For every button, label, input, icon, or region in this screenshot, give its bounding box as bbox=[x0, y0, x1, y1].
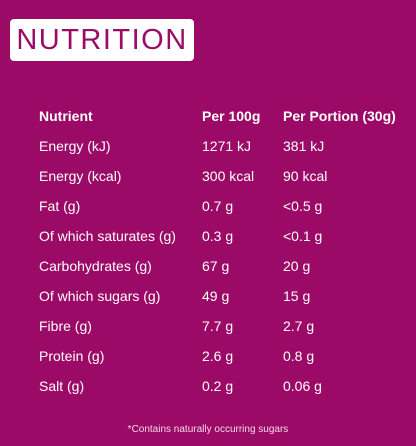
per-portion-value: 2.7 g bbox=[283, 318, 315, 334]
per-portion-value: 0.8 g bbox=[283, 348, 315, 364]
nutrient-name: Energy (kJ) bbox=[39, 138, 111, 154]
nutrient-name: Of which sugars (g) bbox=[39, 288, 161, 304]
nutrient-name: Fibre (g) bbox=[39, 318, 92, 334]
table-row: Fibre (g) 7.7 g 2.7 g bbox=[39, 311, 399, 341]
page-title: NUTRITION bbox=[16, 23, 188, 56]
nutrient-name: Fat (g) bbox=[39, 198, 81, 214]
per-100g-value: 67 g bbox=[202, 258, 230, 274]
nutrient-name: Protein (g) bbox=[39, 348, 105, 364]
per-portion-value: 90 kcal bbox=[283, 168, 328, 184]
per-100g-value: 7.7 g bbox=[202, 318, 234, 334]
header-per-portion: Per Portion (30g) bbox=[283, 108, 396, 124]
per-100g-value: 300 kcal bbox=[202, 168, 255, 184]
per-100g-value: 0.2 g bbox=[202, 378, 234, 394]
nutrient-name: Energy (kcal) bbox=[39, 168, 122, 184]
per-100g-value: 0.7 g bbox=[202, 198, 234, 214]
per-100g-value: 0.3 g bbox=[202, 228, 234, 244]
header-per-100g: Per 100g bbox=[202, 108, 261, 124]
per-portion-value: 0.06 g bbox=[283, 378, 322, 394]
nutrient-name: Salt (g) bbox=[39, 378, 85, 394]
table-row: Salt (g) 0.2 g 0.06 g bbox=[39, 371, 399, 401]
per-portion-value: <0.1 g bbox=[283, 228, 323, 244]
table-row: Protein (g) 2.6 g 0.8 g bbox=[39, 341, 399, 371]
per-100g-value: 49 g bbox=[202, 288, 230, 304]
header-nutrient: Nutrient bbox=[39, 108, 93, 124]
nutrition-table: Nutrient Per 100g Per Portion (30g) Ener… bbox=[39, 101, 399, 401]
table-row: Of which saturates (g) 0.3 g <0.1 g bbox=[39, 221, 399, 251]
per-100g-value: 2.6 g bbox=[202, 348, 234, 364]
table-row: Fat (g) 0.7 g <0.5 g bbox=[39, 191, 399, 221]
table-row: Energy (kJ) 1271 kJ 381 kJ bbox=[39, 131, 399, 161]
table-header-row: Nutrient Per 100g Per Portion (30g) bbox=[39, 101, 399, 131]
per-portion-value: 15 g bbox=[283, 288, 311, 304]
nutrient-name: Carbohydrates (g) bbox=[39, 258, 152, 274]
per-portion-value: 20 g bbox=[283, 258, 311, 274]
per-100g-value: 1271 kJ bbox=[202, 138, 252, 154]
per-portion-value: <0.5 g bbox=[283, 198, 323, 214]
table-row: Carbohydrates (g) 67 g 20 g bbox=[39, 251, 399, 281]
table-row: Energy (kcal) 300 kcal 90 kcal bbox=[39, 161, 399, 191]
title-badge: NUTRITION bbox=[10, 19, 194, 61]
sugars-footnote: *Contains naturally occurring sugars bbox=[127, 424, 289, 435]
per-portion-value: 381 kJ bbox=[283, 138, 325, 154]
nutrient-name: Of which saturates (g) bbox=[39, 228, 176, 244]
table-row: Of which sugars (g) 49 g 15 g bbox=[39, 281, 399, 311]
